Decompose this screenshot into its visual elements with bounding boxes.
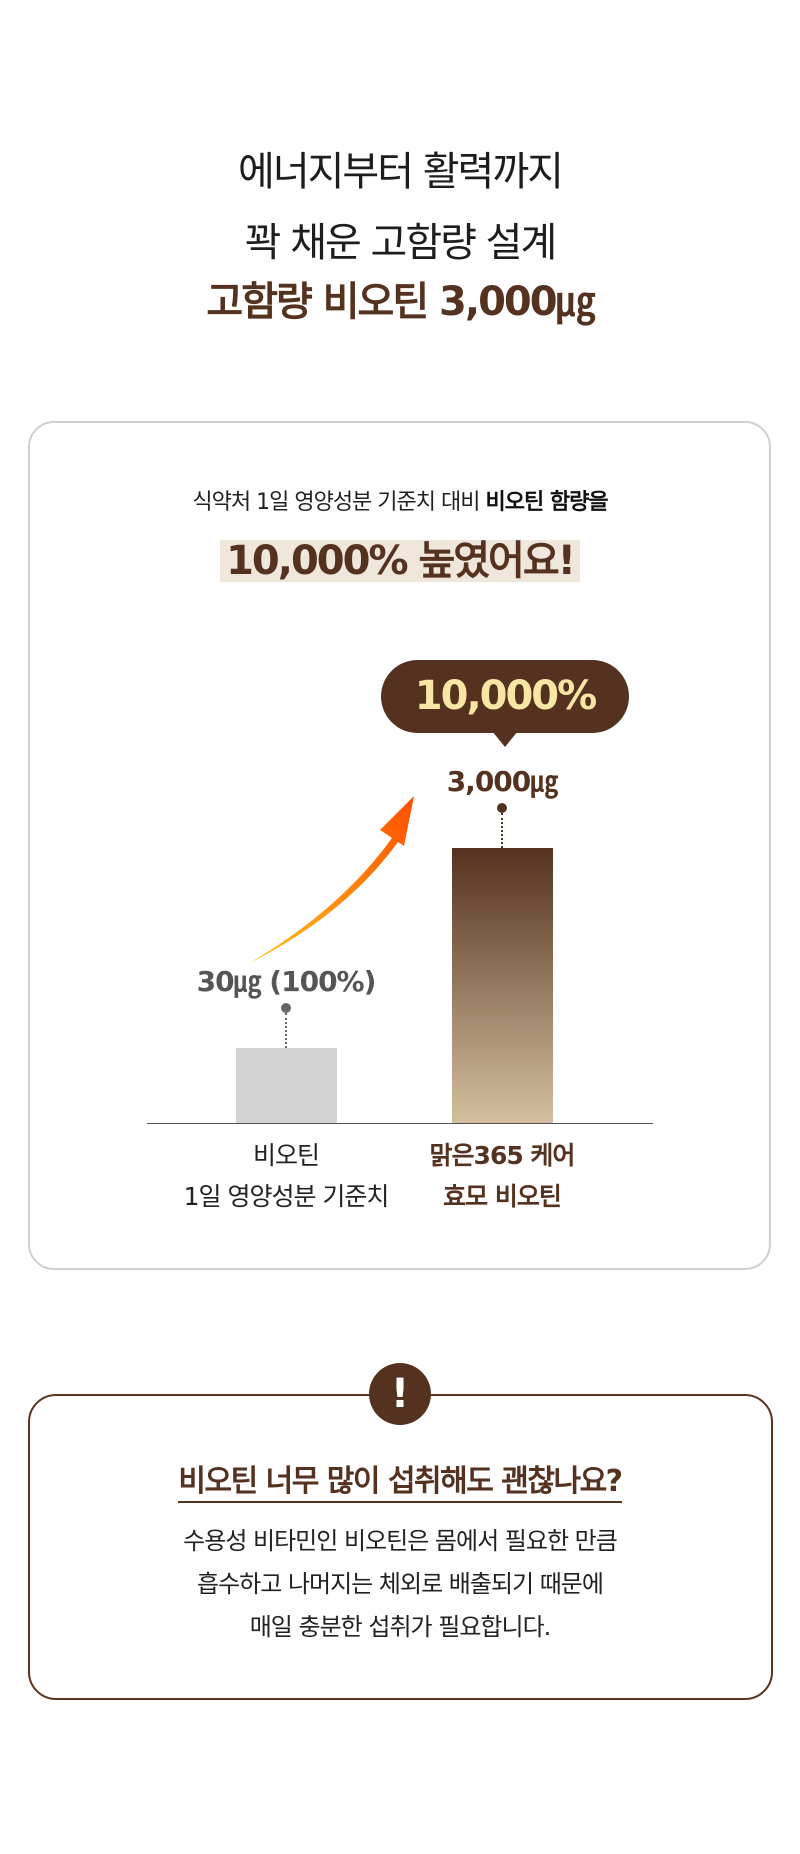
headline-line-2: 꽉 채운 고함량 설계 [244,220,558,266]
subtitle-regular: 식약처 1일 영양성분 기준치 대비 [192,490,486,515]
bar-leader-line [501,813,503,848]
bar-1 [235,1048,337,1123]
notice-line: 흡수하고 나머지는 체외로 배출되기 때문에 [197,1570,604,1598]
chart-baseline [147,1123,653,1124]
comparison-subtitle: 식약처 1일 영양성분 기준치 대비 비오틴 함량을 [0,484,800,516]
category-label-line: 1일 영양성분 기준치 [183,1182,390,1211]
notice-line: 수용성 비타민인 비오틴은 몸에서 필요한 만큼 [183,1527,618,1555]
bar-dot [281,1003,291,1013]
comparison-card [28,421,771,1270]
category-label-line: 비오틴 [252,1141,320,1170]
bar-leader-line [285,1013,287,1048]
comparison-highlight: 10,000% 높였어요! [0,538,800,584]
notice-body: 수용성 비타민인 비오틴은 몸에서 필요한 만큼 흡수하고 나머지는 체외로 배… [0,1520,800,1649]
subtitle-bold: 비오틴 함량을 [485,490,608,515]
percent-badge: 10,000% [381,660,629,733]
notice-line: 매일 충분한 섭취가 필요합니다. [249,1613,552,1641]
notice-question: 비오틴 너무 많이 섭취해도 괜찮나요? [0,1456,800,1503]
bar-2 [451,848,553,1123]
exclamation-icon: ! [369,1363,431,1425]
highlight-text: 10,000% 높였어요! [220,540,580,582]
question-text: 비오틴 너무 많이 섭취해도 괜찮나요? [178,1464,623,1503]
data-label: 3,000㎍ [446,765,559,798]
category-label: 비오틴 1일 영양성분 기준치 [136,1135,436,1217]
headline-line-3: 고함량 비오틴 3,000㎍ [206,279,595,325]
category-label-line: 효모 비오틴 [443,1182,562,1211]
category-label-line: 맑은365 케어 [429,1141,576,1170]
bar-dot [497,803,507,813]
headline-line-1: 에너지부터 활력까지 [238,149,564,195]
data-label: 30㎍ (100%) [196,965,377,998]
badge-tail [492,731,518,747]
